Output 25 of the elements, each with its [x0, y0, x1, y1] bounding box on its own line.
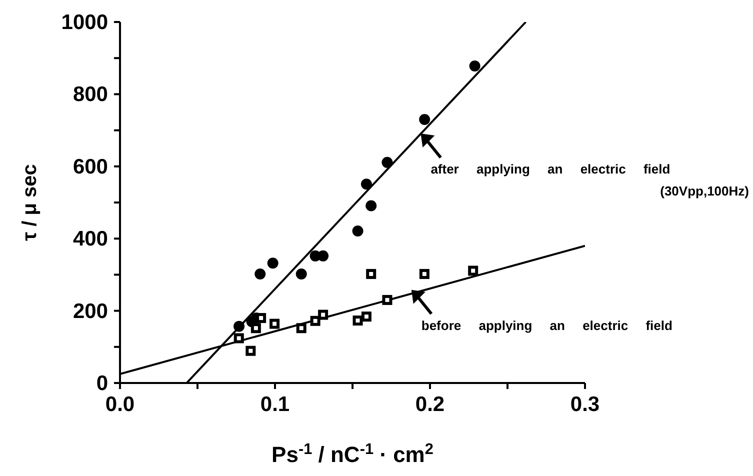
- x-tick-label: 0.3: [570, 393, 600, 416]
- point: [318, 250, 329, 262]
- point: [234, 320, 245, 332]
- point: [419, 114, 430, 125]
- point: [469, 60, 480, 72]
- annotation: before applying an electric field: [421, 318, 673, 333]
- point: [352, 226, 364, 237]
- x-tick-label: 0.2: [415, 393, 445, 416]
- y-tick-label: 400: [72, 228, 108, 251]
- point: [254, 268, 266, 280]
- point: [267, 258, 278, 269]
- annotation: after applying an electric field (30Vpp,100Hz): [430, 162, 749, 199]
- point: [382, 156, 393, 168]
- y-tick-label: 600: [72, 155, 108, 178]
- x-axis-title: Ps$^{-1}$ / nC$^{-1}$ · cm$^{2}$: [272, 440, 434, 467]
- point: [366, 200, 377, 212]
- x-tick-label: 0.1: [260, 393, 290, 416]
- y-tick-label: 0: [96, 372, 108, 395]
- y-tick-label: 1000: [61, 11, 108, 34]
- point: [296, 268, 307, 280]
- y-tick-label: 200: [72, 300, 108, 323]
- y-axis-title: τ / μ sec: [19, 164, 41, 241]
- y-tick-label: 800: [72, 83, 108, 106]
- point: [360, 178, 372, 190]
- x-tick-label: 0.0: [105, 393, 135, 416]
